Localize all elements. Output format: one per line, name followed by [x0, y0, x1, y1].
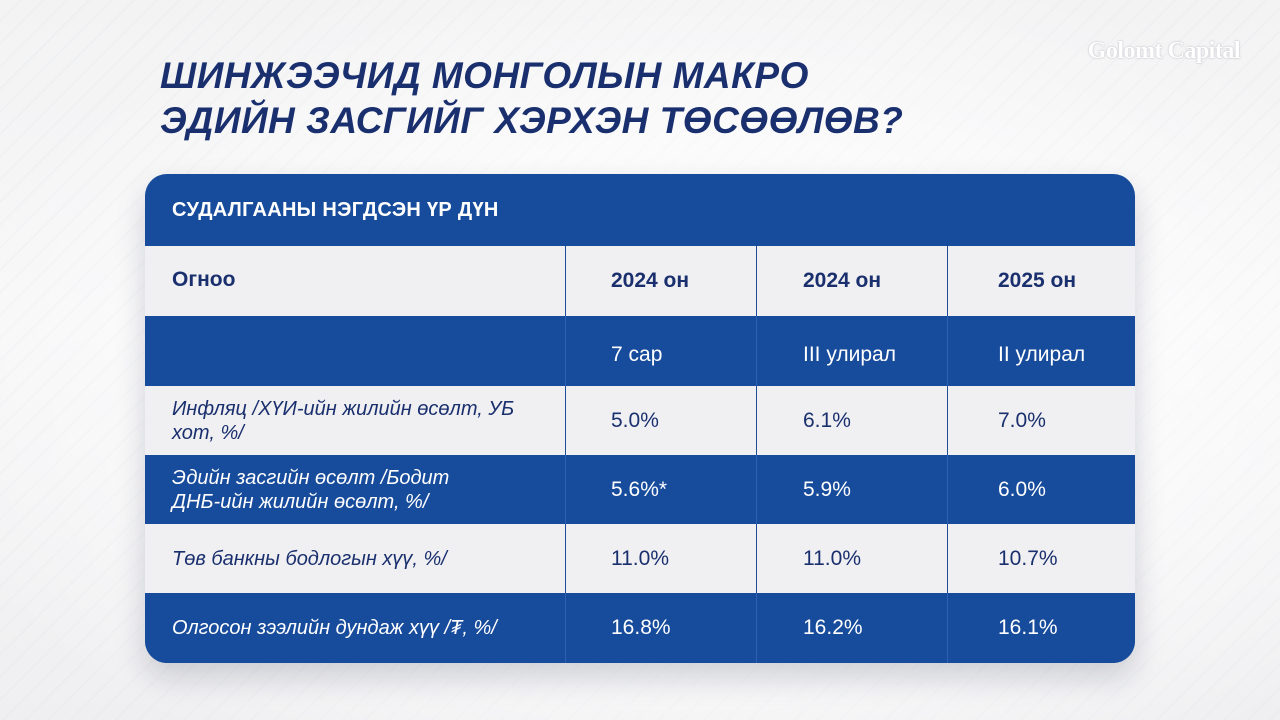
table-subheader-row: 7 сар III улирал II улирал [145, 316, 1135, 386]
header-cell-year: 2024 он [565, 246, 756, 316]
table-row-gdp-growth: Эдийн засгийн өсөлт /Бодит ДНБ-ийн жилий… [145, 455, 1135, 524]
header-cell-date: Огноо [145, 246, 565, 316]
value-cell: 5.0% [565, 386, 756, 455]
subheader-cell-period: II улирал [947, 316, 1135, 386]
title-line-2: ЭДИЙН ЗАСГИЙГ ХЭРХЭН ТӨСӨӨЛӨВ? [160, 100, 904, 141]
row-label: Төв банкны бодлогын хүү, %/ [172, 547, 447, 570]
value-cell: 16.8% [565, 593, 756, 663]
value-cell: 10.7% [947, 524, 1135, 593]
value-cell: 16.1% [947, 593, 1135, 663]
table-row-policy-rate: Төв банкны бодлогын хүү, %/ 11.0% 11.0% … [145, 524, 1135, 593]
results-table-card: СУДАЛГААНЫ НЭГДСЭН ҮР ДҮН Огноо 2024 он … [145, 174, 1135, 663]
value-cell: 6.0% [947, 455, 1135, 524]
row-label: Инфляц /ХҮИ-ийн жилийн өсөлт, УБ хот, %/ [172, 397, 515, 444]
table-row-loan-rate: Олгосон зээлийн дундаж хүү /₮, %/ 16.8% … [145, 593, 1135, 663]
header-cell-year: 2024 он [756, 246, 947, 316]
table-row-inflation: Инфляц /ХҮИ-ийн жилийн өсөлт, УБ хот, %/… [145, 386, 1135, 455]
subheader-cell-period: III улирал [756, 316, 947, 386]
subheader-cell-empty [145, 316, 565, 386]
value-cell: 16.2% [756, 593, 947, 663]
header-cell-year: 2025 он [947, 246, 1135, 316]
row-label: Олгосон зээлийн дундаж хүү /₮, %/ [172, 617, 497, 639]
subheader-cell-period: 7 сар [565, 316, 756, 386]
row-label-cell: Төв банкны бодлогын хүү, %/ [145, 524, 565, 593]
row-label-cell: Эдийн засгийн өсөлт /Бодит ДНБ-ийн жилий… [145, 455, 565, 524]
row-label-cell: Инфляц /ХҮИ-ийн жилийн өсөлт, УБ хот, %/ [145, 386, 565, 455]
value-cell: 11.0% [756, 524, 947, 593]
page-title: ШИНЖЭЭЧИД МОНГОЛЫН МАКРО ЭДИЙН ЗАСГИЙГ Х… [160, 53, 903, 143]
title-line-1: ШИНЖЭЭЧИД МОНГОЛЫН МАКРО [160, 55, 809, 96]
value-cell: 5.6%* [565, 455, 756, 524]
value-cell: 7.0% [947, 386, 1135, 455]
value-cell: 11.0% [565, 524, 756, 593]
row-label-cell: Олгосон зээлийн дундаж хүү /₮, %/ [145, 593, 565, 663]
value-cell: 6.1% [756, 386, 947, 455]
table-caption: СУДАЛГААНЫ НЭГДСЭН ҮР ДҮН [172, 198, 499, 221]
row-label: Эдийн засгийн өсөлт /Бодит ДНБ-ийн жилий… [172, 466, 450, 513]
brand-logo: Golomt Capital [1087, 38, 1241, 64]
value-cell: 5.9% [756, 455, 947, 524]
table-header-row: Огноо 2024 он 2024 он 2025 он [145, 246, 1135, 316]
